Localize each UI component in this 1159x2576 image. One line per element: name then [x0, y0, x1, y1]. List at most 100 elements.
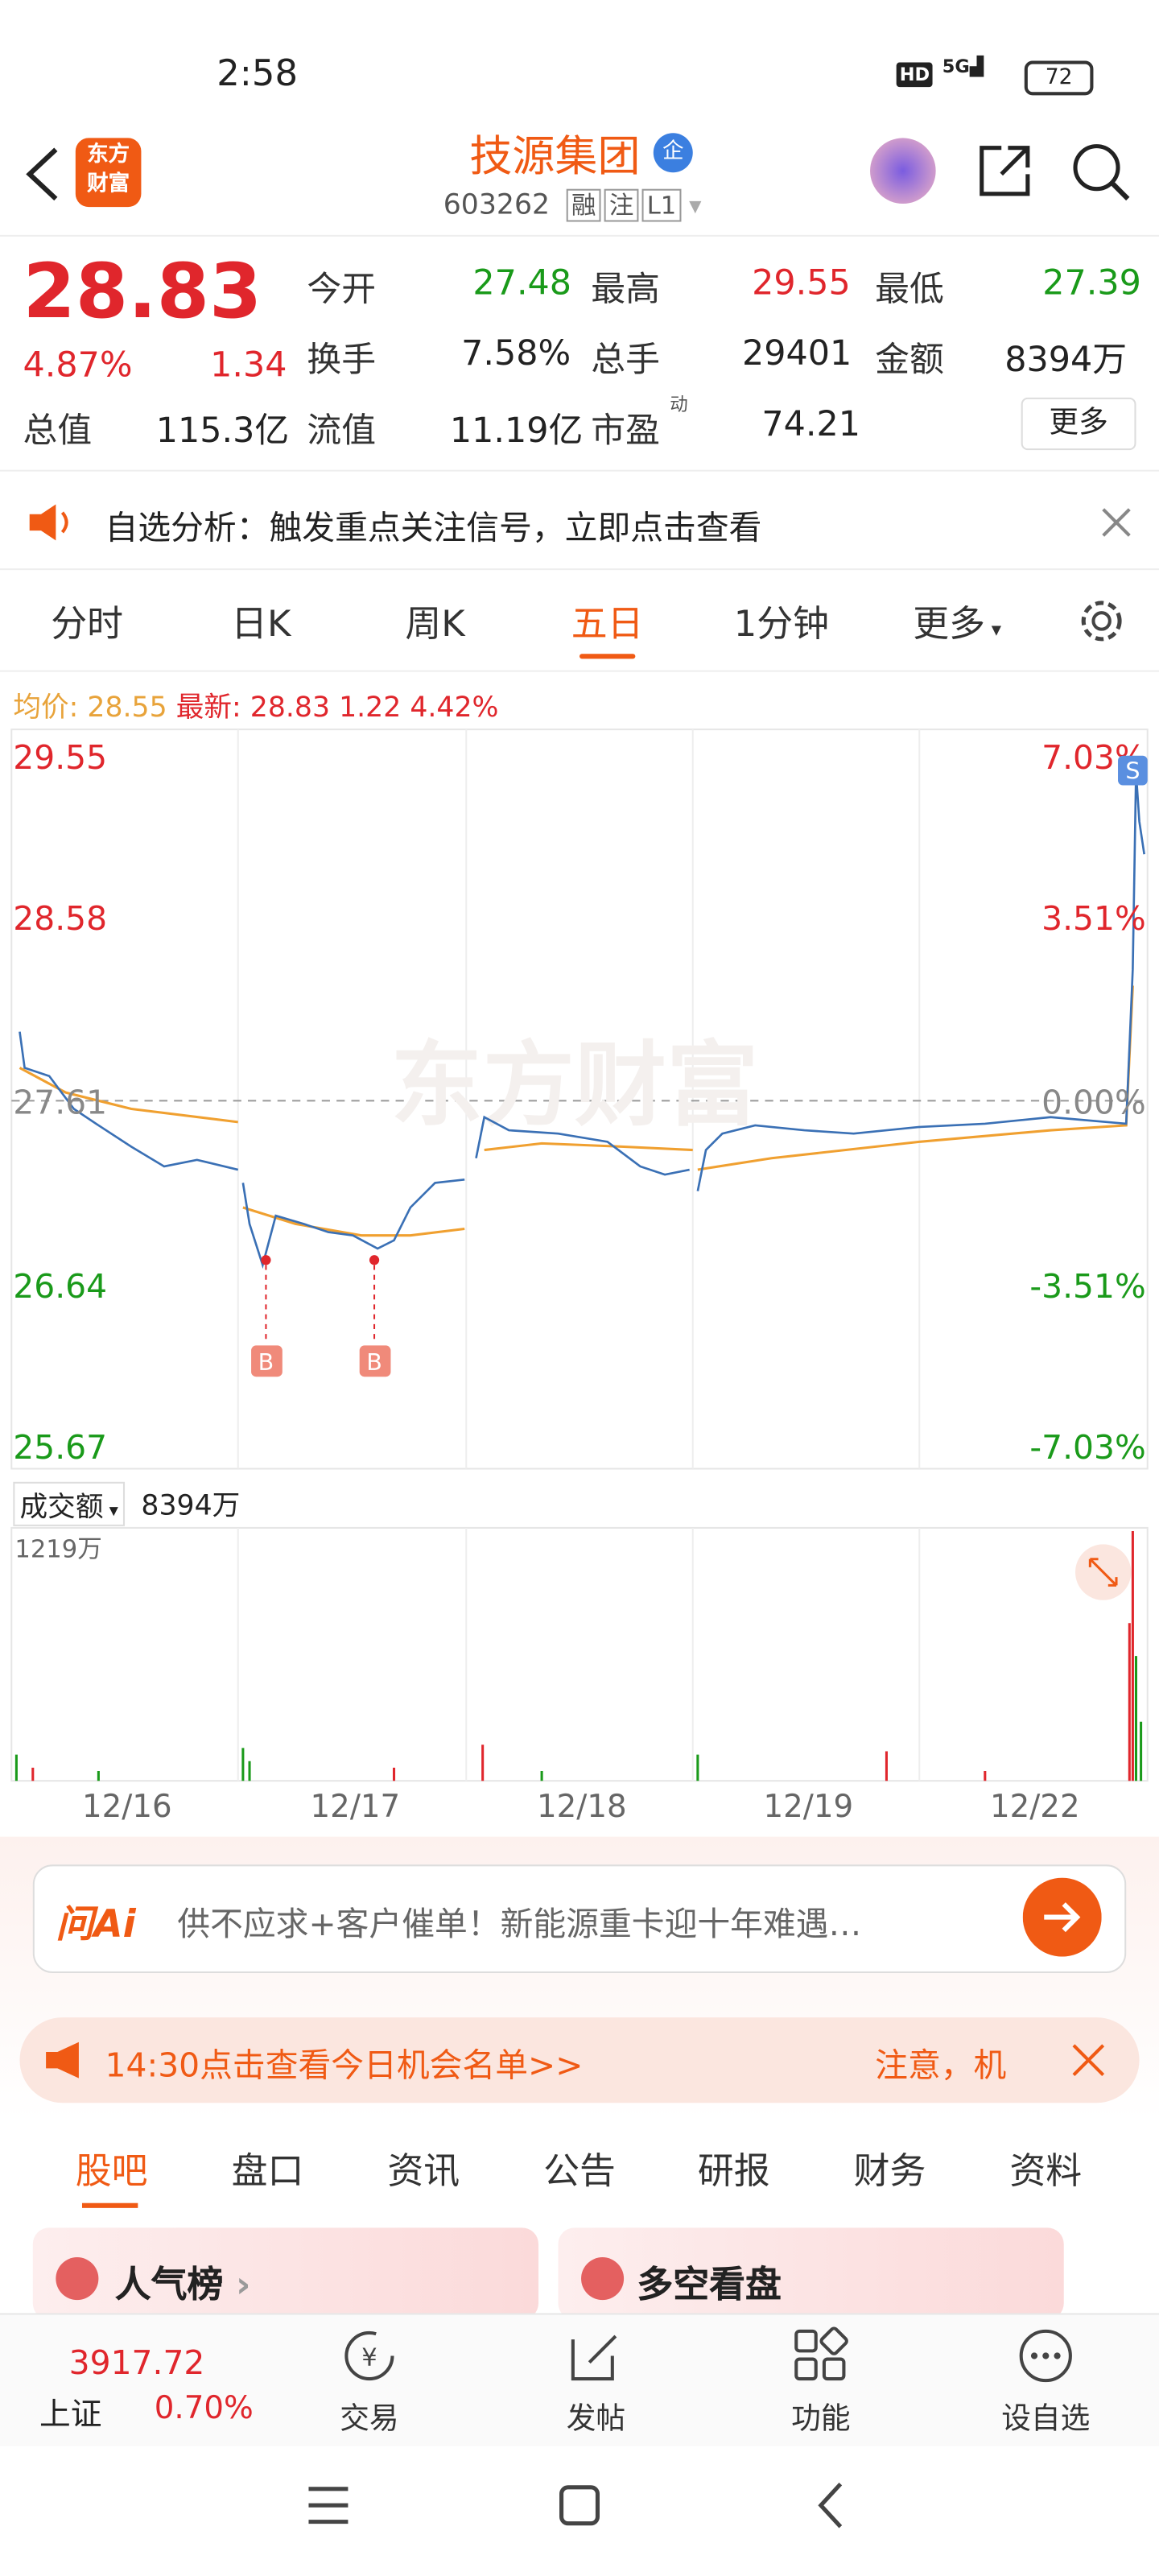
ai-go-button[interactable] — [1022, 1877, 1102, 1957]
section-tab[interactable]: 公告 — [543, 2152, 616, 2194]
right-axis: 7.03% 3.51% 0.00% -3.51% -7.03% — [1029, 738, 1145, 1467]
card[interactable] — [32, 2227, 539, 2320]
section-tab[interactable]: 资讯 — [387, 2152, 460, 2194]
section-tab[interactable]: 股吧 — [75, 2152, 148, 2194]
tab[interactable]: 更多 ▾ — [913, 605, 1002, 646]
back-button[interactable] — [19, 145, 65, 204]
speaker-icon — [29, 504, 68, 541]
tab[interactable]: 日K — [231, 605, 291, 646]
section-tab[interactable]: 研报 — [697, 2152, 770, 2194]
logo-line: 东方 — [87, 142, 130, 168]
volume-bars — [14, 1531, 1143, 1781]
field-label: 总值 — [23, 411, 93, 451]
avg-value: 28.55 — [87, 691, 167, 724]
field-value: 7.58% — [461, 333, 571, 374]
banner-icon — [46, 2041, 79, 2079]
section-indicator — [81, 2202, 138, 2208]
last-change: 1.22 — [339, 691, 402, 724]
field-value: 11.19亿 — [449, 411, 584, 451]
nav-icon: ¥ — [344, 2330, 394, 2381]
nav-item[interactable]: 功能 — [791, 2401, 851, 2437]
date-label: 12/19 — [763, 1789, 854, 1826]
ai-text: 供不应求+客户催单！新能源重卡迎十年难遇… — [177, 1904, 862, 1944]
price-line — [696, 772, 1145, 1191]
axis-label: 26.64 — [13, 1267, 107, 1306]
settings-button[interactable] — [1077, 597, 1126, 646]
field-value: 29.55 — [752, 262, 851, 303]
section-tab[interactable]: 财务 — [853, 2152, 926, 2194]
share-button[interactable] — [975, 142, 1034, 200]
index-name: 上证 — [39, 2396, 102, 2434]
tab[interactable]: 五日 — [571, 605, 644, 646]
signal-icon: 5G▟ — [942, 56, 984, 77]
index-value: 3917.72 — [68, 2343, 205, 2383]
system-nav — [308, 2482, 843, 2529]
ai-logo: 问Ai — [56, 1904, 136, 1947]
nav-item[interactable]: 交易 — [340, 2401, 399, 2437]
stock-tags: 融注 L1 ▾ — [566, 188, 701, 222]
banner-close[interactable] — [1070, 2042, 1107, 2079]
info-line: 均价: 28.55 最新: 28.83 1.22 4.42% — [13, 683, 498, 724]
last-pct: 4.42% — [410, 691, 499, 724]
close-button[interactable] — [1100, 506, 1133, 539]
banner-text: 14:30点击查看今日机会名单>> — [105, 2045, 584, 2085]
volume-selector[interactable]: 成交额 ▾ — [13, 1481, 126, 1526]
banner-tail: 注意，机 — [875, 2045, 1007, 2085]
card[interactable] — [558, 2227, 1064, 2320]
field-label: 今开 — [307, 269, 377, 309]
date-label: 12/18 — [536, 1789, 627, 1826]
price-chart: 东方财富 29.55 28.58 27.61 26.64 25.67 7.03%… — [10, 729, 1149, 1470]
stock-name: 技源集团 — [469, 133, 641, 183]
field-label: 流值 — [307, 411, 377, 451]
axis-label: -7.03% — [1029, 1428, 1145, 1467]
avg-line — [19, 1067, 238, 1124]
last-value: 28.83 — [250, 691, 331, 724]
svg-text:¥: ¥ — [361, 2344, 377, 2372]
index-pct: 0.70% — [154, 2390, 254, 2427]
card-title: 人气榜 › — [114, 2265, 251, 2307]
nav-icon — [1019, 2329, 1072, 2383]
more-button[interactable]: 更多 — [1021, 397, 1136, 451]
tag: L1 — [641, 188, 682, 222]
tab[interactable]: 分时 — [51, 605, 123, 646]
stock-code: 603262 — [443, 188, 551, 222]
avg-line — [697, 985, 1134, 1171]
volume-total: 8394万 — [141, 1490, 241, 1523]
search-button[interactable] — [1070, 142, 1133, 204]
tab[interactable]: 周K — [405, 605, 465, 646]
grid — [237, 729, 921, 1469]
chart-frame — [10, 729, 1149, 1470]
nav-item[interactable]: 设自选 — [1001, 2401, 1091, 2437]
change: 1.34 — [210, 345, 287, 385]
axis-label: 0.00% — [1041, 1084, 1146, 1122]
tab-label: 更多 — [913, 605, 985, 646]
ai-box[interactable] — [32, 1864, 1127, 1974]
logo-line: 财富 — [87, 172, 130, 197]
date-label: 12/16 — [81, 1789, 172, 1826]
nav-item[interactable]: 发帖 — [566, 2401, 626, 2437]
tab[interactable]: 1分钟 — [733, 605, 830, 646]
field-label: 总手 — [591, 340, 660, 380]
trade-markers: B B S — [251, 755, 1148, 1377]
field-label: 最低 — [875, 269, 944, 309]
axis-label: 25.67 — [13, 1428, 107, 1467]
tag: 注 — [604, 188, 639, 222]
left-axis: 29.55 28.58 27.61 26.64 25.67 — [13, 738, 107, 1467]
marker-label: B — [366, 1348, 382, 1376]
avatar[interactable] — [870, 138, 936, 204]
banner[interactable] — [19, 2017, 1140, 2103]
card-title: 多空看盘 — [637, 2265, 782, 2307]
field-value: 29401 — [741, 333, 852, 374]
last-label: 最新: — [175, 691, 241, 724]
card-label: 人气榜 — [114, 2265, 224, 2307]
notice-text[interactable]: 自选分析：触发重点关注信号，立即点击查看 — [105, 507, 762, 547]
axis-label: 28.58 — [13, 899, 107, 938]
section-tab[interactable]: 资料 — [1009, 2152, 1083, 2194]
field-value: 115.3亿 — [155, 411, 290, 451]
field-value: 8394万 — [1004, 340, 1128, 380]
tab-indicator — [580, 654, 636, 659]
hd-icon: HD — [896, 62, 934, 88]
section-tab[interactable]: 盘口 — [231, 2152, 304, 2194]
price-line — [19, 1031, 239, 1171]
